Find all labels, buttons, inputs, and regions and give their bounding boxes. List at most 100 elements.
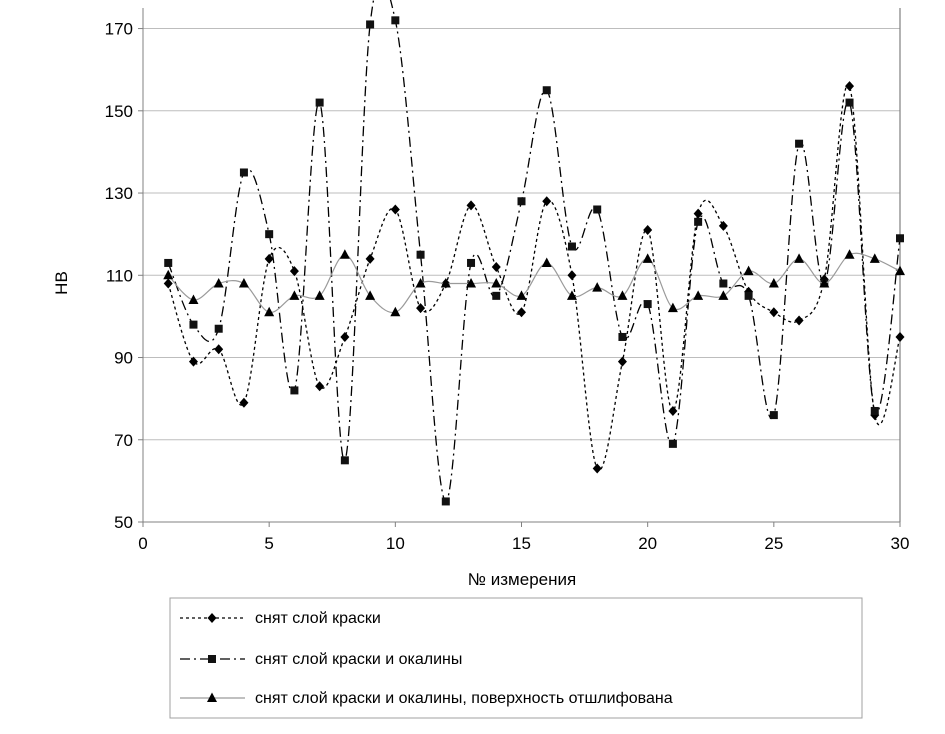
series-2-point-19 <box>617 290 628 300</box>
series-2-point-25 <box>768 278 779 288</box>
series-2-point-4 <box>238 278 249 288</box>
series-0-point-14 <box>491 262 501 273</box>
series-0-point-30 <box>895 331 905 342</box>
y-tick-label-70: 70 <box>114 431 133 450</box>
x-axis-title: № измерения <box>468 570 576 589</box>
series-0-point-20 <box>643 225 653 236</box>
series-1-point-30 <box>896 234 904 243</box>
series-1-point-18 <box>593 205 602 214</box>
series-2-point-29 <box>869 253 880 263</box>
series-1-point-20 <box>643 300 652 309</box>
series-2-point-16 <box>541 257 552 267</box>
series-line-2 <box>167 252 901 314</box>
series-1-point-11 <box>416 250 425 259</box>
series-1-point-12 <box>441 497 450 506</box>
series-0-point-17 <box>567 270 577 281</box>
legend-sample-marker-1 <box>208 655 216 663</box>
series-1-point-16 <box>542 86 551 95</box>
legend: снят слой краски снят слой краски и окал… <box>169 597 863 719</box>
series-2-point-12 <box>440 278 451 288</box>
series-1-point-3 <box>214 324 223 333</box>
series-0-point-7 <box>315 381 325 392</box>
series-2-point-23 <box>718 290 729 300</box>
series-0-point-19 <box>617 356 627 367</box>
x-tick-label-0: 0 <box>138 534 147 553</box>
series-2-point-8 <box>339 249 350 259</box>
series-2-point-2 <box>188 294 199 304</box>
legend-item-2: снят слой краски и окалины, поверхность … <box>180 690 673 707</box>
series-0 <box>163 81 905 474</box>
series-2-point-20 <box>642 253 653 263</box>
series-2-point-6 <box>289 290 300 300</box>
series-1-point-10 <box>391 16 400 25</box>
series-0-point-6 <box>289 266 299 277</box>
legend-label-1: снят слой краски и окалины <box>255 651 462 668</box>
series-1-point-22 <box>694 217 703 226</box>
series-0-point-11 <box>416 303 426 314</box>
series-0-point-2 <box>188 356 198 367</box>
series-1-point-17 <box>567 242 576 251</box>
series-1-point-13 <box>467 258 476 267</box>
series-0-point-13 <box>466 200 476 211</box>
series-1-point-9 <box>366 20 375 29</box>
series-2 <box>163 249 905 317</box>
series-1-point-19 <box>618 332 627 341</box>
series-1-point-28 <box>845 98 854 107</box>
series-0-point-15 <box>517 307 526 318</box>
legend-item-0: снят слой краски <box>180 610 381 627</box>
y-axis-title: HB <box>52 271 71 295</box>
series-layer <box>163 0 905 506</box>
series-2-point-22 <box>693 290 704 300</box>
series-2-point-24 <box>743 265 754 276</box>
y-tick-label-50: 50 <box>114 513 133 532</box>
y-tick-label-170: 170 <box>105 20 133 39</box>
series-2-point-17 <box>566 290 577 300</box>
legend-line-solid-triangle <box>180 692 245 702</box>
legend-line-dashdot-square <box>180 655 245 663</box>
series-1-point-24 <box>744 291 753 300</box>
series-0-point-4 <box>239 397 249 408</box>
legend-sample-marker-2 <box>207 692 217 702</box>
series-2-point-28 <box>844 249 855 259</box>
legend-label-0: снят слой краски <box>255 610 381 627</box>
grid-layer <box>143 28 900 441</box>
y-tick-label-90: 90 <box>114 349 133 368</box>
series-1-point-23 <box>719 279 728 288</box>
x-tick-label-5: 5 <box>264 534 273 553</box>
legend-line-dotted-diamond <box>180 613 245 623</box>
series-1-point-2 <box>189 320 198 329</box>
series-2-point-18 <box>592 282 603 292</box>
series-2-point-10 <box>390 306 401 317</box>
series-1-point-4 <box>239 168 248 177</box>
labels-layer: № измерения HB <box>52 271 576 589</box>
y-tick-label-150: 150 <box>105 102 133 121</box>
series-0-point-5 <box>264 253 274 264</box>
series-1-point-6 <box>290 386 299 395</box>
series-2-point-30 <box>895 265 905 276</box>
series-2-point-11 <box>415 278 426 288</box>
series-2-point-1 <box>163 269 174 280</box>
series-1-point-26 <box>795 139 804 148</box>
x-tick-label-30: 30 <box>891 534 910 553</box>
y-tick-label-110: 110 <box>106 266 133 285</box>
series-1-point-5 <box>265 230 274 239</box>
series-0-point-8 <box>340 331 350 342</box>
series-line-1 <box>167 0 901 503</box>
series-1-point-25 <box>769 411 778 420</box>
x-tick-label-15: 15 <box>512 534 531 553</box>
series-2-point-5 <box>264 306 275 317</box>
series-2-point-9 <box>365 290 376 300</box>
series-1-point-1 <box>164 258 173 267</box>
series-0-point-1 <box>163 278 173 289</box>
series-0-point-28 <box>845 81 855 92</box>
series-2-point-14 <box>491 278 502 288</box>
series-1-point-8 <box>340 456 349 465</box>
legend-item-1: снят слой краски и окалины <box>180 651 462 668</box>
series-1-point-29 <box>870 406 879 415</box>
legend-label-2: снят слой краски и окалины, поверхность … <box>255 690 673 707</box>
series-1-point-7 <box>315 98 324 107</box>
series-0-point-3 <box>214 344 224 355</box>
series-1-point-15 <box>517 197 526 206</box>
series-2-point-3 <box>213 278 224 288</box>
